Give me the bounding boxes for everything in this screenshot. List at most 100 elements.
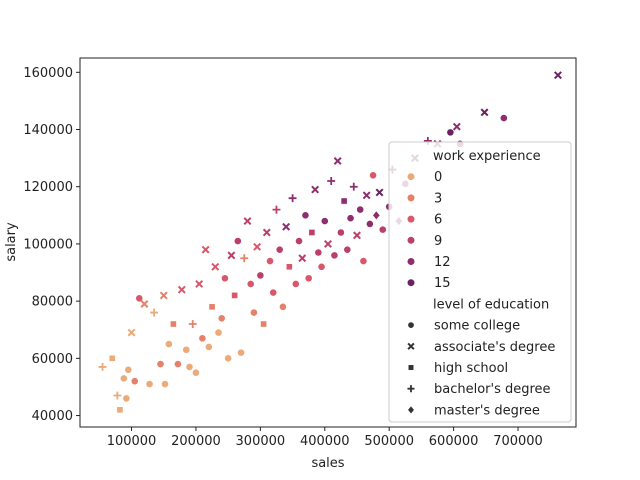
data-point <box>119 374 128 383</box>
data-point <box>356 205 365 214</box>
legend-marker-hue <box>406 257 416 266</box>
y-tick-label: 140000 <box>23 123 73 138</box>
data-point <box>217 314 226 323</box>
data-point <box>108 355 116 362</box>
legend-marker-style <box>407 321 415 329</box>
data-point <box>330 251 339 260</box>
data-point <box>130 377 139 386</box>
data-point <box>286 263 293 271</box>
data-point <box>362 191 371 200</box>
data-point <box>127 328 136 337</box>
data-point <box>349 182 358 191</box>
x-tick-label: 700000 <box>493 434 543 449</box>
data-point <box>124 365 133 374</box>
legend-title-level-of-education: level of education <box>433 297 549 312</box>
data-point <box>237 348 245 357</box>
data-point <box>227 251 236 260</box>
data-point <box>295 237 303 245</box>
data-point <box>480 108 489 117</box>
y-tick-label: 60000 <box>32 352 73 367</box>
data-point <box>340 197 348 205</box>
legend-label-style: some college <box>434 319 520 334</box>
x-tick-label: 100000 <box>107 434 157 449</box>
data-point <box>204 343 213 351</box>
data-point <box>266 257 274 265</box>
x-tick-label: 300000 <box>236 434 286 449</box>
data-point <box>262 228 271 237</box>
data-point <box>214 328 223 337</box>
legend-marker-hue <box>406 215 416 224</box>
data-point <box>246 280 255 288</box>
data-point <box>333 157 342 165</box>
data-point <box>317 262 326 271</box>
data-point <box>122 394 131 403</box>
points-layer <box>98 71 562 414</box>
legend: work experience 0 3 6 9 12 15 level of educatio… <box>388 141 572 423</box>
data-point <box>135 294 144 303</box>
legend-label-hue: 0 <box>434 170 442 185</box>
legend-label-hue: 6 <box>434 213 442 228</box>
data-point <box>164 340 173 348</box>
legend-label-hue: 3 <box>434 191 442 206</box>
data-point <box>365 220 374 228</box>
data-point <box>327 177 336 185</box>
legend-label-hue: 12 <box>434 255 451 270</box>
x-tick-label: 400000 <box>300 434 350 449</box>
data-point <box>275 245 284 254</box>
data-point <box>346 214 355 223</box>
data-point <box>499 114 508 122</box>
legend-box <box>388 141 572 423</box>
data-point <box>304 274 313 283</box>
data-point <box>554 71 562 80</box>
data-point <box>308 229 316 236</box>
legend-label-style: associate's degree <box>434 340 555 355</box>
data-point <box>250 308 258 317</box>
x-tick-label: 600000 <box>429 434 479 449</box>
data-point <box>188 320 197 328</box>
data-point <box>343 245 352 254</box>
data-point <box>208 303 216 311</box>
x-tick-label: 200000 <box>171 434 221 449</box>
y-tick-label: 120000 <box>23 180 73 195</box>
legend-title-work-experience: work experience <box>433 149 541 164</box>
data-point <box>195 280 204 288</box>
y-tick-label: 160000 <box>23 66 73 81</box>
legend-label-style: high school <box>434 361 508 376</box>
data-point <box>243 217 252 225</box>
data-point <box>369 171 377 180</box>
y-axis-label: salary <box>4 222 19 262</box>
data-point <box>174 360 182 368</box>
data-point <box>446 128 455 137</box>
legend-marker-style <box>407 342 415 350</box>
data-point <box>161 380 169 388</box>
legend-marker-style <box>408 364 414 371</box>
legend-marker-hue <box>406 193 416 202</box>
data-point <box>375 188 384 197</box>
x-axis-label: sales <box>311 456 344 471</box>
data-point <box>359 257 368 265</box>
legend-marker-style <box>407 385 415 393</box>
data-point <box>288 194 297 203</box>
x-axis-ticks: 100000 200000 300000 400000 500000 600000 7000… <box>107 427 543 449</box>
data-point <box>211 262 220 271</box>
x-tick-label: 500000 <box>364 434 414 449</box>
data-point <box>320 217 329 225</box>
legend-label-style: bachelor's degree <box>434 382 551 397</box>
data-point <box>282 222 291 231</box>
data-point <box>253 242 262 251</box>
legend-marker-hue <box>406 172 416 181</box>
data-point <box>201 245 210 254</box>
data-point <box>170 320 177 328</box>
data-point <box>159 291 168 300</box>
data-point <box>224 354 233 363</box>
data-point <box>116 406 124 414</box>
data-point <box>298 254 307 263</box>
data-point <box>269 288 278 297</box>
data-point <box>336 228 345 237</box>
data-point <box>177 285 186 294</box>
data-point <box>353 231 361 240</box>
data-point <box>192 368 200 377</box>
data-point <box>182 345 191 354</box>
data-point <box>240 254 249 263</box>
